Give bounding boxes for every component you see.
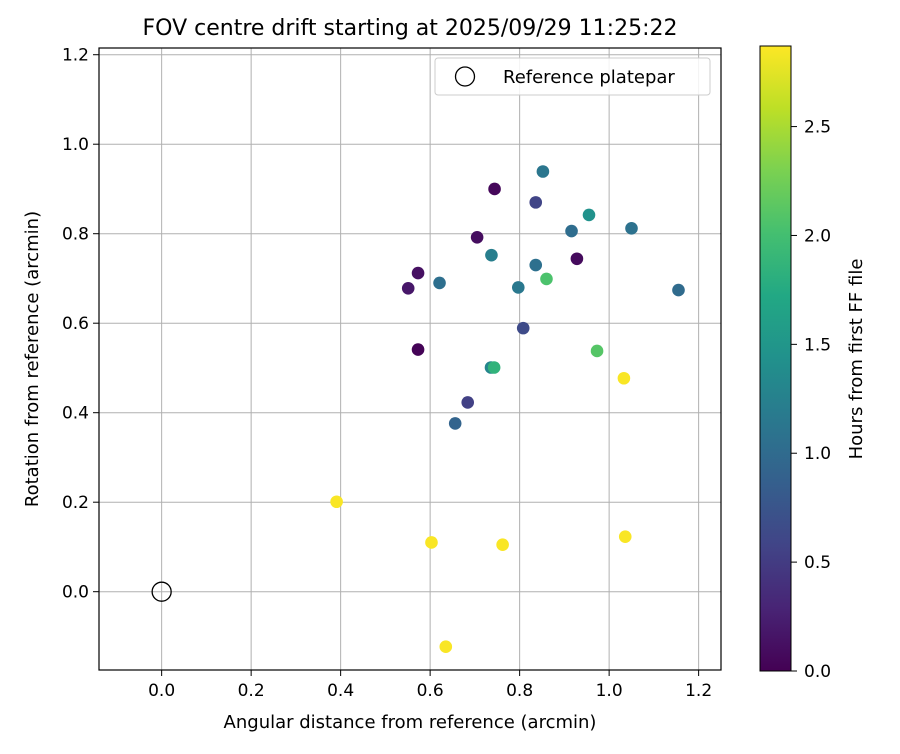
data-point <box>672 283 685 297</box>
data-point <box>536 165 550 178</box>
y-tick-label: 1.2 <box>62 46 89 66</box>
colorbar: 0.0 0.5 1.0 1.5 2.0 2.5 Hours from first FF f… <box>759 45 867 682</box>
data-point <box>511 281 525 294</box>
x-axis: 0.0 0.2 0.4 0.6 0.8 1.0 1.2 <box>148 670 712 701</box>
legend-box <box>434 57 711 96</box>
colorbar-ticks: 0.0 0.5 1.0 1.5 2.0 2.5 <box>791 118 831 682</box>
data-point <box>496 538 509 552</box>
grid-lines <box>99 48 721 670</box>
data-point <box>529 258 543 272</box>
colorbar-tick-label: 1.0 <box>804 444 831 464</box>
colorbar-label: Hours from first FF file <box>846 259 867 460</box>
reference-marker <box>151 581 172 602</box>
data-point <box>570 252 584 266</box>
y-axis-label: Rotation from reference (arcmin) <box>22 211 43 507</box>
data-point <box>401 281 415 295</box>
x-tick-label: 0.8 <box>506 681 533 701</box>
data-point <box>488 182 501 196</box>
reference-point <box>151 581 172 602</box>
x-tick-label: 1.0 <box>596 681 623 701</box>
data-point <box>330 495 343 509</box>
data-point <box>425 536 438 549</box>
data-point <box>461 396 475 409</box>
data-point <box>485 248 498 262</box>
data-point <box>411 343 425 356</box>
colorbar-tick-label: 0.5 <box>804 553 831 573</box>
chart-title: FOV centre drift starting at 2025/09/29 … <box>143 16 678 41</box>
data-point <box>470 230 484 244</box>
data-point <box>582 208 596 222</box>
y-tick-label: 0.6 <box>62 314 89 334</box>
x-tick-label: 0.0 <box>148 681 175 701</box>
data-point <box>433 276 446 290</box>
data-point <box>590 344 604 358</box>
data-points <box>330 165 685 654</box>
x-tick-label: 0.2 <box>238 681 265 701</box>
data-point <box>618 530 632 543</box>
x-axis-label: Angular distance from reference (arcmin) <box>224 712 597 733</box>
plot-frame <box>98 47 722 671</box>
legend-label: Reference platepar <box>503 67 675 88</box>
legend: Reference platepar <box>434 57 711 96</box>
data-point <box>439 640 453 654</box>
colorbar-gradient <box>759 45 792 672</box>
colorbar-tick-label: 1.5 <box>804 335 831 355</box>
data-point <box>516 321 530 335</box>
data-point <box>565 224 578 238</box>
x-tick-label: 0.4 <box>327 681 354 701</box>
colorbar-tick-label: 2.0 <box>804 226 831 246</box>
data-point <box>529 196 543 209</box>
y-tick-label: 0.8 <box>62 225 89 245</box>
data-point <box>487 361 501 374</box>
data-point <box>625 222 638 235</box>
x-tick-label: 0.6 <box>417 681 444 701</box>
data-point <box>411 266 425 280</box>
y-axis: 0.0 0.2 0.4 0.6 0.8 1.0 1.2 <box>62 46 99 603</box>
colorbar-tick-label: 2.5 <box>804 118 831 138</box>
y-tick-label: 1.0 <box>62 135 89 155</box>
x-tick-label: 1.2 <box>685 681 712 701</box>
data-point <box>617 371 631 385</box>
y-tick-label: 0.2 <box>62 493 89 513</box>
colorbar-tick-label: 0.0 <box>804 662 831 682</box>
data-point <box>540 272 553 286</box>
y-tick-label: 0.4 <box>62 404 89 424</box>
data-point <box>448 417 462 430</box>
legend-marker-icon <box>454 66 476 87</box>
y-tick-label: 0.0 <box>62 583 89 603</box>
